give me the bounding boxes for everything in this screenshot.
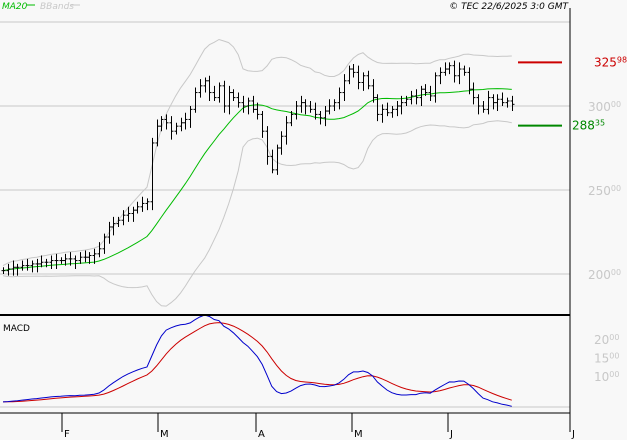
macd-title: MACD: [3, 324, 30, 334]
bband-upper: [2, 38, 512, 267]
bband-lower: [2, 120, 512, 307]
price-tick-label: 30000: [588, 100, 621, 114]
month-label: F: [64, 429, 70, 440]
legend-ma20: MA20: [2, 2, 28, 12]
price-tick-label: 20000: [588, 268, 621, 282]
month-label: J: [449, 429, 453, 440]
month-label: A: [258, 429, 265, 440]
level-label: 32598: [594, 55, 627, 69]
month-label: M: [160, 429, 169, 440]
copyright: © TEC 22/6/2025 3:0 GMT: [449, 2, 569, 12]
price-tick-label: 25000: [588, 184, 621, 198]
macd-tick-label: 1500: [594, 352, 619, 366]
month-label: J: [571, 429, 575, 440]
macd-tick-label: 2000: [594, 333, 619, 347]
month-label: M: [354, 429, 363, 440]
macd-tick-label: 1000: [594, 370, 619, 384]
macd-signal-line: [2, 322, 512, 403]
macd-line: [2, 314, 512, 407]
level-label: 28835: [572, 119, 605, 133]
legend-bbands: BBands: [40, 2, 74, 12]
